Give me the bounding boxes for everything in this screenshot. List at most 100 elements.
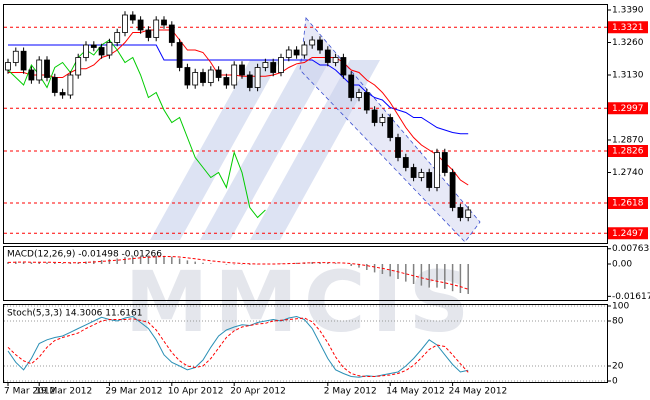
level-label: 1.3321	[612, 23, 644, 33]
level-label: 1.2618	[612, 199, 644, 209]
macd-bar	[46, 262, 48, 264]
macd-bar	[100, 260, 103, 264]
macd-bar	[366, 264, 368, 270]
x-tick-label: 7 Mar 2012	[4, 387, 55, 397]
indicator-line	[8, 29, 469, 186]
macd-bar	[405, 264, 407, 282]
level-tag	[608, 145, 648, 157]
macd-bar	[389, 264, 391, 277]
macd-bar	[22, 262, 25, 264]
x-tick-label: 10 Apr 2012	[168, 387, 224, 397]
candle-body	[301, 44, 308, 56]
stripe	[200, 60, 330, 240]
macd-bar	[436, 264, 438, 288]
candle-body	[5, 62, 11, 71]
candle-body	[122, 14, 128, 33]
candle-body	[457, 207, 464, 218]
watermark-stripes	[150, 60, 380, 240]
level-label: 1.2497	[612, 229, 644, 239]
stoch-label: Stoch(5,3,3) 14.3006 11.6161	[7, 309, 142, 319]
candle-body	[449, 172, 456, 208]
candle-body	[324, 49, 331, 63]
macd-bar	[178, 258, 181, 264]
candle-body	[51, 77, 58, 93]
macd-bar	[15, 261, 17, 264]
candle-body	[356, 92, 362, 98]
candle-body	[114, 32, 121, 43]
candle-body	[387, 117, 394, 138]
candle-body	[44, 59, 50, 78]
macd-bar	[327, 262, 329, 264]
macd-label: MACD(12,26,9) -0.01498 -0.01266	[7, 250, 162, 260]
macd-bar	[7, 262, 9, 264]
macd-bar	[225, 264, 228, 265]
candle-body	[239, 64, 245, 76]
indicator-line	[7, 39, 266, 219]
y-tick-label: 1.3130	[612, 71, 644, 81]
x-tick-label: 29 Mar 2012	[105, 387, 162, 397]
candle-body	[426, 172, 433, 188]
candle-body	[192, 72, 199, 86]
candle-body	[184, 67, 191, 86]
x-tick-label: 20 Apr 2012	[230, 387, 286, 397]
macd-bar	[85, 261, 87, 264]
candle-body	[137, 19, 144, 31]
macd-bar	[69, 263, 72, 264]
y-tick-label: 0	[612, 377, 618, 387]
candle-body	[36, 59, 43, 81]
candle-body	[75, 57, 82, 76]
macd-bar	[420, 264, 423, 286]
candle-body	[441, 152, 448, 173]
macd-bar	[467, 264, 469, 294]
candle-body	[254, 67, 261, 88]
macd-bar	[210, 263, 212, 264]
candle-body	[67, 74, 74, 96]
candle-body	[215, 69, 222, 78]
candle-body	[161, 19, 167, 26]
watermark: MMCIS	[125, 253, 476, 351]
stripe	[150, 60, 280, 240]
y-tick-label: -0.01617	[612, 292, 650, 302]
macd-bar	[350, 264, 352, 266]
candle-body	[20, 50, 27, 71]
candle-body	[402, 157, 409, 168]
candle-body	[395, 137, 401, 158]
y-tick-label: 100	[612, 302, 629, 312]
macd-bar	[311, 262, 313, 264]
candle-body	[278, 57, 284, 73]
x-tick-label: 24 May 2012	[449, 387, 508, 397]
main-panel	[3, 4, 608, 244]
x-tick-label: 19 Mar 2012	[35, 387, 92, 397]
candle-body	[223, 77, 230, 86]
candle-body	[129, 14, 136, 21]
macd-bar	[30, 262, 33, 264]
candle-body	[246, 74, 253, 88]
macd-bar	[38, 262, 40, 264]
macd-bar	[295, 262, 298, 264]
candle-body	[12, 50, 19, 63]
macd-bar	[163, 256, 165, 264]
macd-bar	[139, 256, 142, 264]
candle-body	[434, 152, 440, 188]
stripe	[250, 60, 380, 240]
candle-body	[83, 44, 89, 58]
level-tag	[608, 197, 648, 209]
candle-body	[348, 74, 355, 98]
macd-bar	[334, 263, 337, 264]
y-tick-label: 80	[612, 317, 624, 327]
level-label: 1.2826	[612, 147, 644, 157]
candle-body	[371, 109, 378, 123]
macd-bar	[124, 257, 126, 264]
candle-body	[153, 19, 160, 38]
macd-bar	[54, 262, 56, 264]
macd-bar	[171, 256, 173, 264]
candle-body	[106, 42, 113, 56]
macd-bar	[116, 258, 118, 264]
macd-bar	[186, 260, 189, 264]
macd-bar	[428, 264, 430, 288]
candle-body	[145, 29, 152, 38]
candle-body	[379, 117, 386, 123]
macd-signal	[7, 255, 469, 290]
candle-body	[332, 57, 339, 63]
